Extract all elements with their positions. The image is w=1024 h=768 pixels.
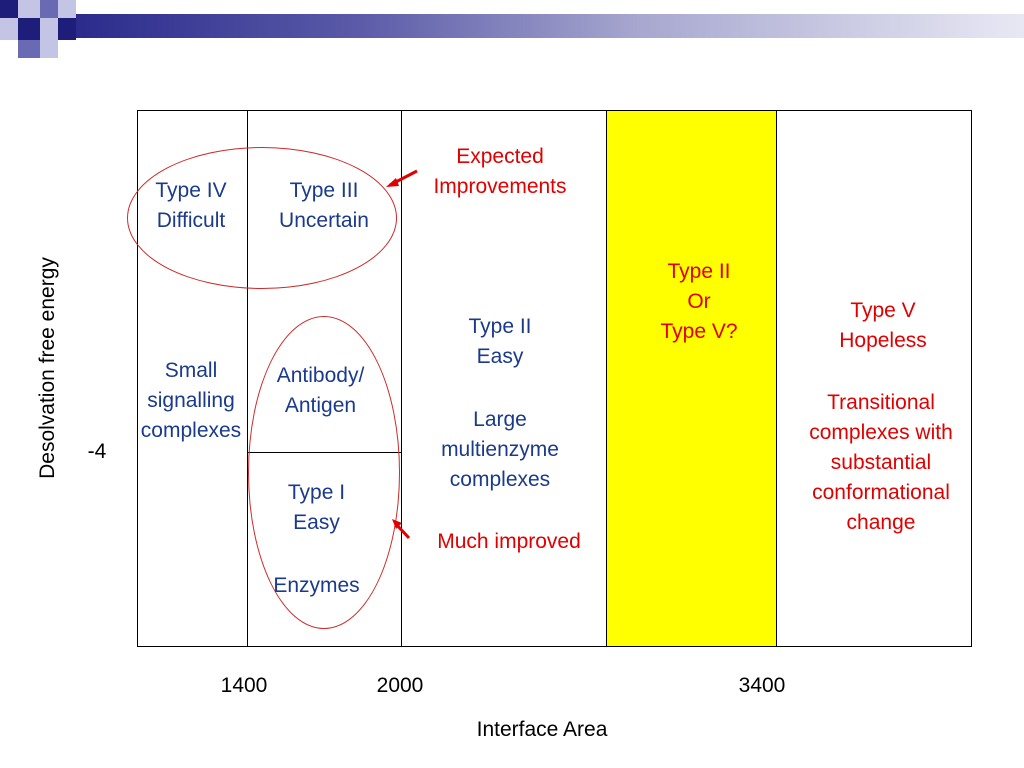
annotation-expected-improvements: Expected Improvements bbox=[433, 145, 567, 198]
ellipse-type4-type3 bbox=[127, 147, 397, 289]
y-tick-label: -4 bbox=[87, 440, 107, 463]
header-square-decoration bbox=[58, 0, 76, 18]
region-type3: Type III Uncertain bbox=[279, 179, 369, 232]
x-tick-label: 1400 bbox=[220, 674, 268, 697]
region-antibody-antigen: Antibody/ Antigen bbox=[276, 364, 365, 417]
y-axis-label: Desolvation free energy bbox=[36, 257, 59, 479]
divider-1400 bbox=[247, 110, 248, 647]
region-type2: Type II Easy bbox=[468, 315, 532, 368]
annotation-much-improved: Much improved bbox=[437, 530, 581, 553]
x-tick-label: 2000 bbox=[376, 674, 424, 697]
region-type1: Type I Easy bbox=[287, 481, 346, 534]
ellipse-type1-antibody bbox=[248, 316, 400, 629]
region-transitional: Transitional complexes with substantial … bbox=[809, 391, 953, 534]
header-square-decoration bbox=[0, 0, 18, 18]
region-type4: Type IV Difficult bbox=[155, 179, 227, 232]
header-square-decoration bbox=[40, 0, 58, 18]
header-square-decoration bbox=[18, 0, 40, 18]
divider-2000 bbox=[401, 110, 402, 647]
header-square-decoration bbox=[40, 18, 58, 40]
header-square-decoration bbox=[0, 18, 18, 40]
region-small-signalling: Small signalling complexes bbox=[140, 359, 242, 442]
region-type2-or-type5: Type II Or Type V? bbox=[660, 260, 738, 343]
highlight-band bbox=[606, 111, 776, 646]
plot-frame bbox=[137, 110, 972, 647]
header-gradient-bar bbox=[70, 14, 1024, 38]
divider-band-left bbox=[606, 110, 607, 647]
region-enzymes: Enzymes bbox=[273, 574, 360, 597]
region-type5: Type V Hopeless bbox=[839, 299, 927, 352]
header-square-decoration bbox=[40, 40, 58, 58]
x-tick-label: 3400 bbox=[738, 674, 786, 697]
header-square-decoration bbox=[18, 18, 40, 40]
header-square-decoration bbox=[58, 18, 76, 40]
divider-3400 bbox=[776, 110, 777, 647]
x-axis-label: Interface Area bbox=[476, 718, 608, 741]
region-large-multienzyme: Large multienzyme complexes bbox=[441, 408, 559, 491]
header-square-decoration bbox=[18, 40, 40, 58]
